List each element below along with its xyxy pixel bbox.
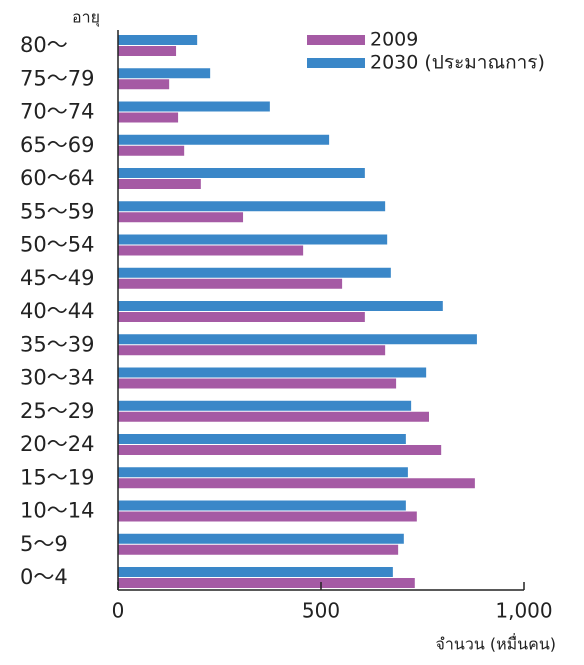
legend-label: 2009 (370, 29, 418, 51)
y-tick-label: 25～29 (20, 399, 94, 423)
bar (118, 378, 397, 389)
bar (118, 168, 365, 178)
bar (118, 533, 404, 544)
y-tick-label: 55～59 (20, 199, 94, 223)
bar (118, 134, 330, 145)
bar (118, 567, 393, 577)
bar (118, 267, 391, 278)
bar (118, 445, 442, 455)
bar (118, 101, 270, 112)
bar (118, 35, 198, 45)
y-tick-label: 70～74 (20, 100, 94, 124)
bar (118, 179, 201, 189)
bar (118, 467, 408, 478)
y-tick-label: 65～69 (20, 133, 94, 157)
y-tick-label: 30～34 (20, 366, 94, 390)
bar (118, 434, 406, 444)
bar (118, 367, 427, 378)
y-axis-label: อายุ (72, 8, 100, 28)
x-tick-label: 0 (112, 599, 125, 623)
y-tick-label: 80～ (20, 33, 68, 57)
legend-swatch (307, 35, 365, 45)
bar (118, 212, 244, 223)
bar (118, 301, 443, 311)
legend-swatch (307, 58, 365, 68)
y-tick-label: 50～54 (20, 233, 94, 257)
bar (118, 201, 386, 212)
bar (118, 411, 429, 422)
y-tick-label: 10～14 (20, 499, 94, 523)
bar (118, 334, 477, 345)
y-tick-label: 15～19 (20, 465, 94, 489)
bar (118, 544, 399, 555)
x-axis-label: จำนวน (หมื่นคน) (436, 633, 556, 654)
y-tick-label: 60～64 (20, 166, 94, 190)
y-tick-label: 40～44 (20, 299, 94, 323)
bar (118, 312, 365, 322)
y-tick-label: 20～24 (20, 432, 94, 456)
bar (118, 46, 177, 56)
y-tick-label: 75～79 (20, 66, 94, 90)
bar (118, 234, 388, 245)
bar (118, 345, 386, 356)
x-tick-label: 1,000 (495, 599, 552, 623)
y-tick-label: 0～4 (20, 565, 68, 589)
y-tick-label: 35～39 (20, 332, 94, 356)
bar (118, 478, 475, 489)
bar (118, 278, 343, 289)
bar (118, 400, 412, 411)
bar (118, 500, 406, 511)
legend-label: 2030 (ประมาณการ) (370, 52, 545, 74)
bar (118, 68, 211, 79)
bar (118, 511, 417, 522)
bar (118, 145, 185, 156)
bar (118, 79, 170, 90)
bar (118, 112, 179, 123)
x-tick-label: 500 (302, 599, 340, 623)
bar (118, 245, 304, 256)
y-tick-label: 5～9 (20, 532, 68, 556)
bar (118, 578, 415, 588)
y-tick-label: 45～49 (20, 266, 94, 290)
